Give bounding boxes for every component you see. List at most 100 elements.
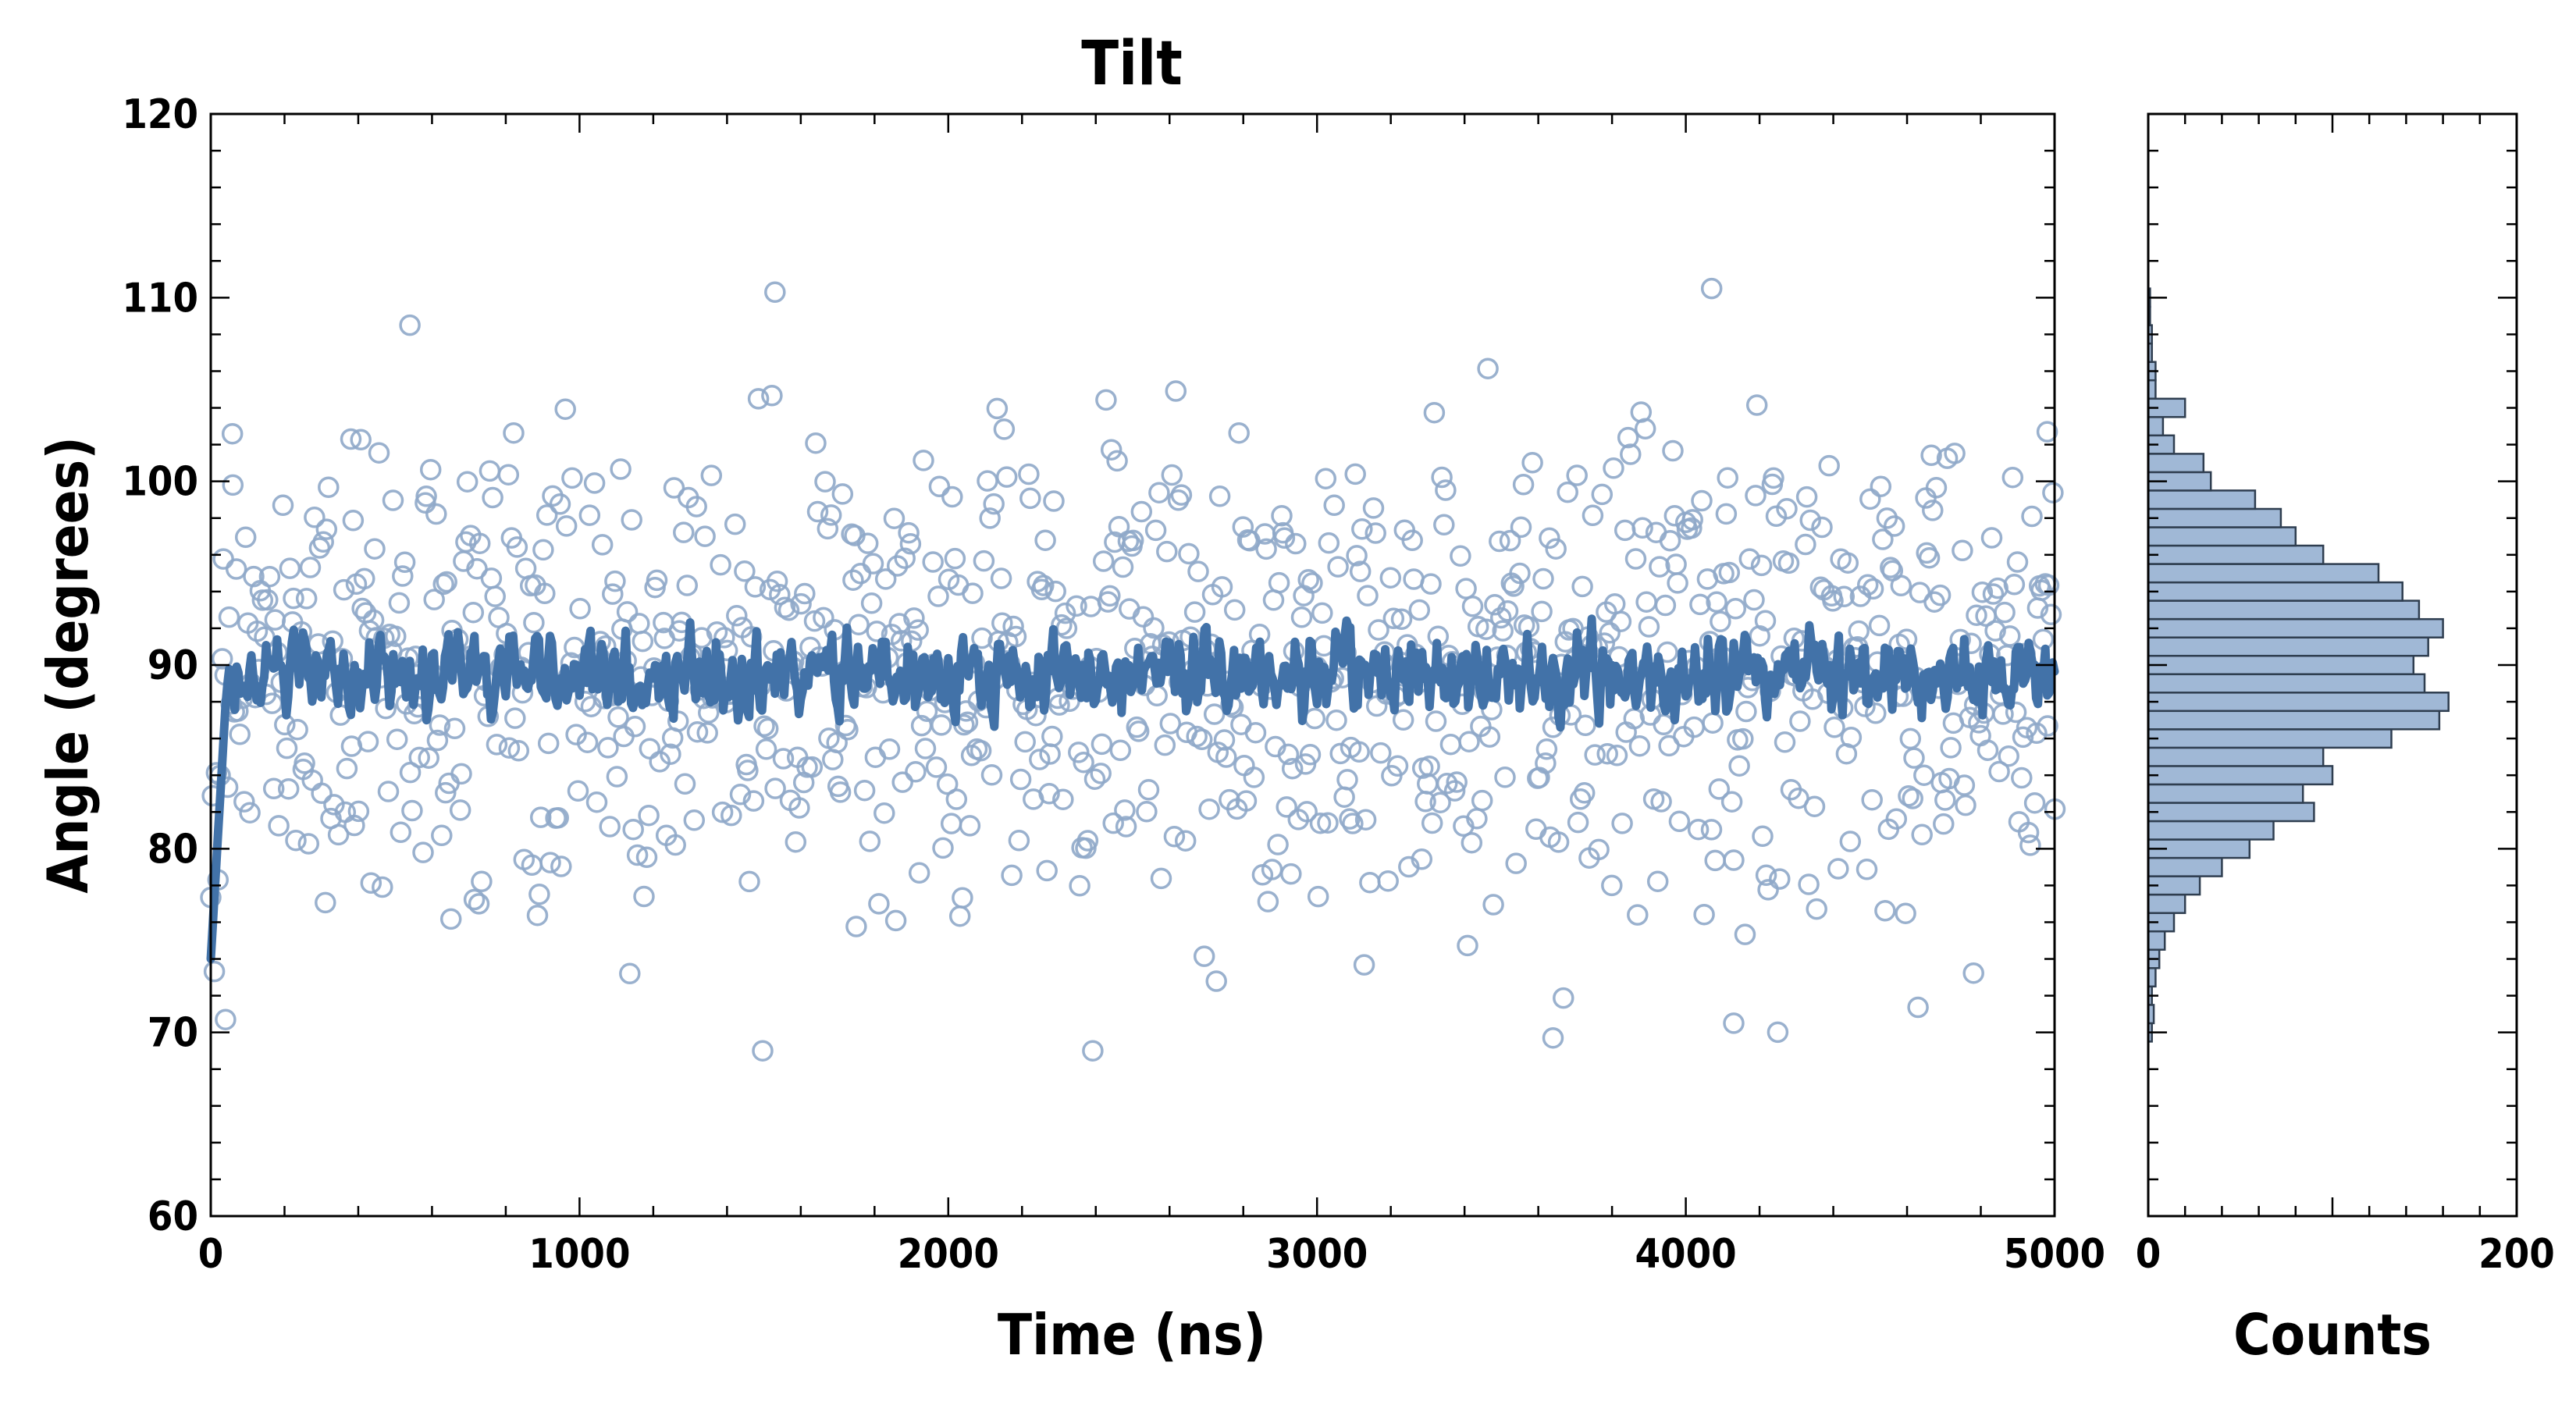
scatter-point	[932, 837, 954, 859]
scatter-point	[1348, 741, 1370, 763]
scatter-point	[318, 476, 340, 498]
scatter-point	[1980, 527, 2003, 549]
scatter-point	[862, 553, 884, 574]
scatter-point	[616, 601, 639, 623]
scatter-point	[973, 550, 995, 572]
scatter-point	[1988, 760, 2010, 783]
scatter-point	[1068, 742, 1090, 763]
scatter-point	[268, 815, 290, 837]
scatter-point	[1091, 733, 1113, 756]
scatter-point	[283, 587, 304, 610]
scatter-point	[737, 759, 759, 781]
scatter-point	[1614, 519, 1636, 542]
scatter-point	[286, 718, 308, 741]
scatter-point	[1865, 702, 1887, 724]
scatter-point	[1531, 600, 1553, 623]
scatter-point	[1757, 879, 1779, 901]
scatter-point	[297, 833, 320, 855]
scatter-point	[569, 598, 591, 620]
scatter-point	[1620, 443, 1642, 465]
scatter-point	[1922, 500, 1944, 521]
scatter-point	[567, 780, 589, 802]
scatter-point	[294, 752, 315, 774]
scatter-point	[225, 558, 247, 580]
scatter-point	[1883, 515, 1905, 537]
scatter-point	[1734, 923, 1756, 945]
scatter-point	[801, 756, 824, 778]
scatter-point	[388, 592, 411, 614]
scatter-point	[813, 606, 834, 629]
histogram-x-axis-title: Counts	[2233, 1302, 2432, 1368]
scatter-point	[1365, 695, 1388, 717]
scatter-point	[1918, 546, 1941, 569]
scatter-point	[891, 771, 913, 793]
scatter-point	[913, 450, 934, 471]
scatter-point	[1076, 830, 1099, 852]
scatter-point	[764, 281, 786, 304]
scatter-point	[295, 588, 318, 610]
scatter-point	[1223, 599, 1246, 621]
scatter-point	[1100, 439, 1123, 461]
scatter-point	[377, 781, 400, 802]
scatter-point	[561, 467, 583, 489]
scatter-point	[685, 496, 707, 518]
scatter-point	[1471, 789, 1493, 812]
scatter-point	[890, 630, 913, 652]
scatter-point	[1553, 987, 1574, 1009]
scatter-point	[2005, 701, 2027, 724]
scatter-point	[1349, 560, 1372, 582]
scatter-point	[772, 748, 795, 770]
scatter-point	[1271, 504, 1293, 527]
scatter-point	[738, 870, 760, 893]
scatter-point	[585, 791, 608, 813]
scatter-point	[1745, 485, 1767, 507]
scatter-point	[724, 513, 746, 535]
scatter-point	[1535, 752, 1557, 774]
scatter-point	[1429, 791, 1451, 813]
scatter-point	[649, 751, 671, 773]
scatter-point	[977, 470, 998, 492]
scatter-point	[1668, 810, 1691, 833]
scatter-point	[980, 764, 1003, 786]
scatter-point	[1150, 867, 1172, 890]
scatter-point	[1318, 532, 1340, 554]
scatter-point	[1899, 727, 1922, 750]
scatter-point	[1489, 530, 1510, 553]
histogram-bar	[2147, 930, 2166, 951]
scatter-point	[450, 763, 472, 785]
scatter-point	[1566, 464, 1588, 486]
scatter-point	[925, 756, 948, 778]
scatter-point	[1706, 591, 1727, 614]
scatter-point	[2019, 834, 2041, 856]
scatter-point	[1868, 614, 1891, 637]
scatter-point	[914, 738, 937, 759]
scatter-point	[1344, 463, 1366, 486]
scatter-point	[1043, 490, 1065, 512]
scatter-point	[311, 782, 333, 805]
scatter-point	[1370, 742, 1392, 764]
scatter-point	[1154, 734, 1176, 756]
scatter-point	[578, 504, 601, 526]
scatter-point	[842, 569, 864, 591]
scatter-point	[624, 716, 646, 738]
scatter-point	[1923, 591, 1945, 613]
scatter-point	[899, 533, 922, 555]
scatter-point	[1795, 486, 1818, 508]
scatter-point	[368, 442, 390, 464]
x-tick-label: 5000	[2004, 1231, 2105, 1278]
scatter-point	[664, 834, 686, 856]
scatter-point	[393, 551, 416, 574]
histogram-bar	[2147, 710, 2441, 731]
scatter-point	[1545, 538, 1567, 560]
scatter-point	[418, 747, 439, 769]
scatter-point	[1874, 900, 1896, 922]
average-line	[206, 614, 2059, 963]
scatter-point	[888, 613, 910, 635]
scatter-point	[423, 589, 445, 610]
histogram-bar	[2147, 692, 2450, 713]
scatter-point	[471, 870, 493, 893]
scatter-point	[547, 806, 569, 829]
scatter-point	[1769, 868, 1791, 890]
x-tick-label: 3000	[1266, 1231, 1368, 1278]
scatter-point	[1159, 713, 1182, 735]
